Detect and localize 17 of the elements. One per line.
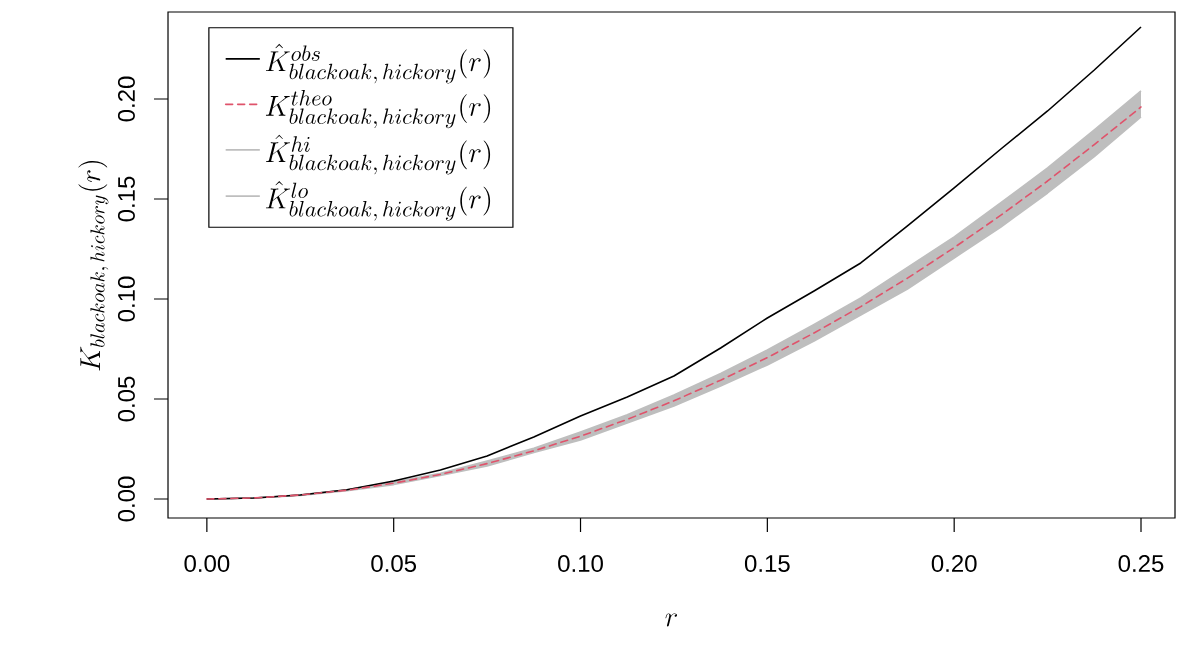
legend-label: $\hat{K}^{hi}_{blackoak,\,hickory}(r)$ xyxy=(265,134,491,175)
y-tick-label: 0.05 xyxy=(117,376,135,422)
x-tick-label: 0.05 xyxy=(371,555,417,573)
legend-label: $\hat{K}^{obs}_{blackoak,\,hickory}(r)$ xyxy=(265,43,491,84)
x-tick-label: 0.20 xyxy=(931,555,977,573)
y-tick-label: 0.15 xyxy=(117,176,135,222)
y-tick-label: 0.20 xyxy=(117,76,135,122)
x-tick-label: 0.10 xyxy=(558,555,603,573)
x-axis-title: $r$ xyxy=(665,613,678,627)
x-tick-label: 0.00 xyxy=(184,555,230,573)
legend-label: $\hat{K}^{lo}_{blackoak,\,hickory}(r)$ xyxy=(265,181,491,221)
x-tick-label: 0.25 xyxy=(1118,555,1164,573)
legend-label: $K^{theo}_{blackoak,\,hickory}(r)$ xyxy=(265,90,491,129)
y-tick-label: 0.00 xyxy=(117,476,135,522)
y-axis-title: $K_{blackoak,\,hickory}(r)$ xyxy=(78,160,109,371)
x-tick-label: 0.15 xyxy=(744,555,790,573)
y-tick-label: 0.10 xyxy=(117,276,135,322)
